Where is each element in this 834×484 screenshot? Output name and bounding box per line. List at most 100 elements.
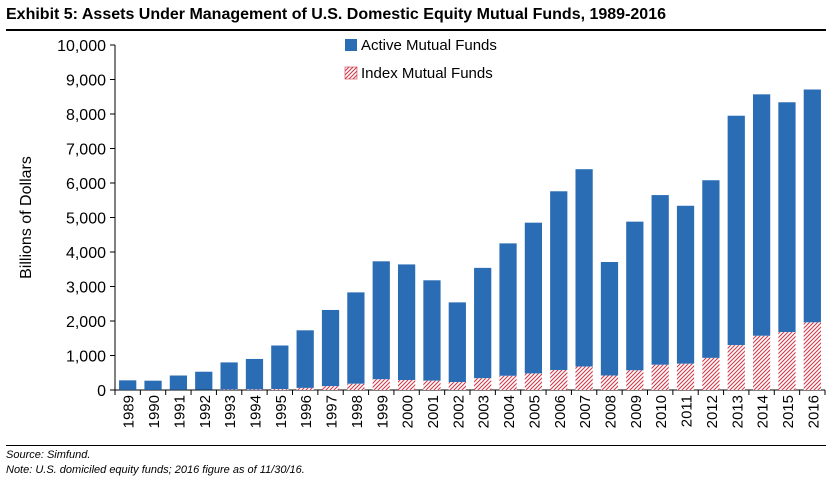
y-tick-label: 2,000: [66, 314, 106, 331]
bar-active-2010: [651, 195, 669, 365]
bar-active-2004: [499, 243, 517, 376]
y-tick-label: 8,000: [66, 107, 106, 124]
bar-active-2016: [803, 89, 821, 323]
y-tick-label: 9,000: [66, 73, 106, 90]
y-tick-label: 0: [97, 383, 106, 400]
legend-label-index: Index Mutual Funds: [361, 65, 493, 82]
x-tick-label: 1990: [146, 395, 163, 428]
source-note: Source: Simfund.: [6, 449, 91, 461]
bar-active-1997: [321, 309, 340, 387]
bar-index-2008: [600, 375, 619, 390]
bar-active-2001: [423, 280, 441, 381]
bar-index-2005: [524, 373, 543, 390]
legend-label-active: Active Mutual Funds: [361, 37, 497, 54]
x-tick-label: 2016: [805, 395, 822, 428]
bar-index-1998: [347, 383, 365, 390]
x-tick-label: 2009: [628, 395, 645, 428]
bar-active-2009: [626, 221, 644, 371]
bar-chart: 0 1,000 2,000 3,000 4,000 5,000 6,000 7,000 8,00…: [18, 37, 826, 428]
y-tick-label: 7,000: [66, 142, 106, 159]
bar-active-2011: [676, 205, 695, 364]
x-tick-label: 1993: [222, 395, 239, 428]
bar-index-2014: [752, 335, 771, 390]
chart-title: Exhibit 5: Assets Under Management of U.…: [6, 6, 666, 23]
y-tick-label: 4,000: [66, 245, 106, 262]
bar-active-1990: [144, 380, 162, 390]
bar-active-2002: [448, 302, 466, 383]
bar-index-1995: [271, 389, 289, 390]
bar-index-2010: [651, 364, 669, 390]
bar-index-1996: [296, 387, 314, 390]
bar-index-1999: [372, 379, 390, 390]
bar-active-2012: [702, 180, 720, 358]
bar-active-2008: [600, 262, 619, 376]
bar-active-1996: [296, 330, 314, 388]
bar-index-2003: [474, 378, 492, 390]
y-tick-label: 1,000: [66, 349, 106, 366]
bar-active-1998: [347, 292, 365, 384]
x-tick-label: 2014: [755, 395, 772, 428]
x-tick-label: 1999: [374, 395, 391, 428]
y-tick-label: 6,000: [66, 176, 106, 193]
x-tick-label: 1996: [298, 395, 315, 428]
bar-active-2000: [397, 264, 416, 380]
bar-index-2007: [575, 366, 593, 390]
x-tick-label: 1989: [121, 395, 138, 428]
x-tick-label: 2013: [729, 395, 746, 428]
bar-index-2012: [702, 357, 720, 390]
y-tick-label: 3,000: [66, 280, 106, 297]
x-tick-label: 2007: [577, 395, 594, 428]
legend-swatch-index: [344, 66, 358, 80]
x-tick-label: 2015: [780, 395, 797, 428]
x-tick-label: 1992: [197, 395, 214, 428]
bar-index-2002: [448, 382, 466, 390]
bar-index-2009: [626, 370, 644, 390]
bar-active-1991: [169, 375, 188, 390]
bar-active-2007: [575, 169, 593, 367]
bar-active-1992: [195, 371, 213, 390]
footer-rule: [6, 445, 826, 446]
x-tick-label: 1995: [273, 395, 290, 428]
y-tick-label: 5,000: [66, 211, 106, 228]
x-tick-label: 1994: [247, 395, 264, 428]
bar-active-2015: [778, 102, 796, 333]
x-tick-label: 2006: [552, 395, 569, 428]
bar-index-2000: [397, 379, 416, 390]
x-tick-label: 1997: [324, 395, 341, 428]
bar-index-2004: [499, 375, 517, 390]
y-tick-label: 10,000: [57, 38, 106, 55]
bar-active-1999: [372, 261, 390, 380]
x-tick-label: 2004: [501, 395, 518, 428]
bar-index-2001: [423, 380, 441, 390]
bar-index-1997: [321, 386, 340, 390]
bar-index-2013: [727, 345, 745, 390]
x-tick-label: 1991: [171, 395, 188, 428]
bar-active-1989: [119, 380, 137, 390]
footnote: Note: U.S. domiciled equity funds; 2016 …: [6, 464, 305, 476]
bar-index-2006: [550, 369, 568, 390]
title-rule: [6, 29, 826, 31]
bar-active-1994: [245, 358, 264, 390]
bar-active-1995: [271, 345, 289, 390]
x-tick-label: 2012: [704, 395, 721, 428]
bar-active-2013: [727, 115, 745, 346]
bar-index-1994: [245, 389, 264, 390]
x-tick-label: 2002: [450, 395, 467, 428]
y-axis-title: Billions of Dollars: [18, 156, 35, 279]
legend-swatch-active: [345, 39, 357, 51]
x-tick-label: 2005: [526, 395, 543, 428]
x-tick-label: 2003: [476, 395, 493, 428]
bar-active-2005: [524, 222, 543, 374]
x-tick-label: 2008: [602, 395, 619, 428]
bar-active-2003: [474, 267, 492, 379]
x-tick-label: 1998: [349, 395, 366, 428]
bar-active-2014: [752, 94, 771, 336]
bar-active-1993: [220, 362, 238, 390]
x-tick-label: 2000: [400, 395, 417, 428]
x-tick-label: 2010: [653, 395, 670, 428]
x-tick-label: 2011: [679, 395, 696, 427]
x-tick-label: 2001: [425, 395, 442, 428]
bar-index-2011: [676, 363, 695, 390]
bar-index-2016: [803, 322, 821, 390]
bar-active-2006: [550, 191, 568, 370]
